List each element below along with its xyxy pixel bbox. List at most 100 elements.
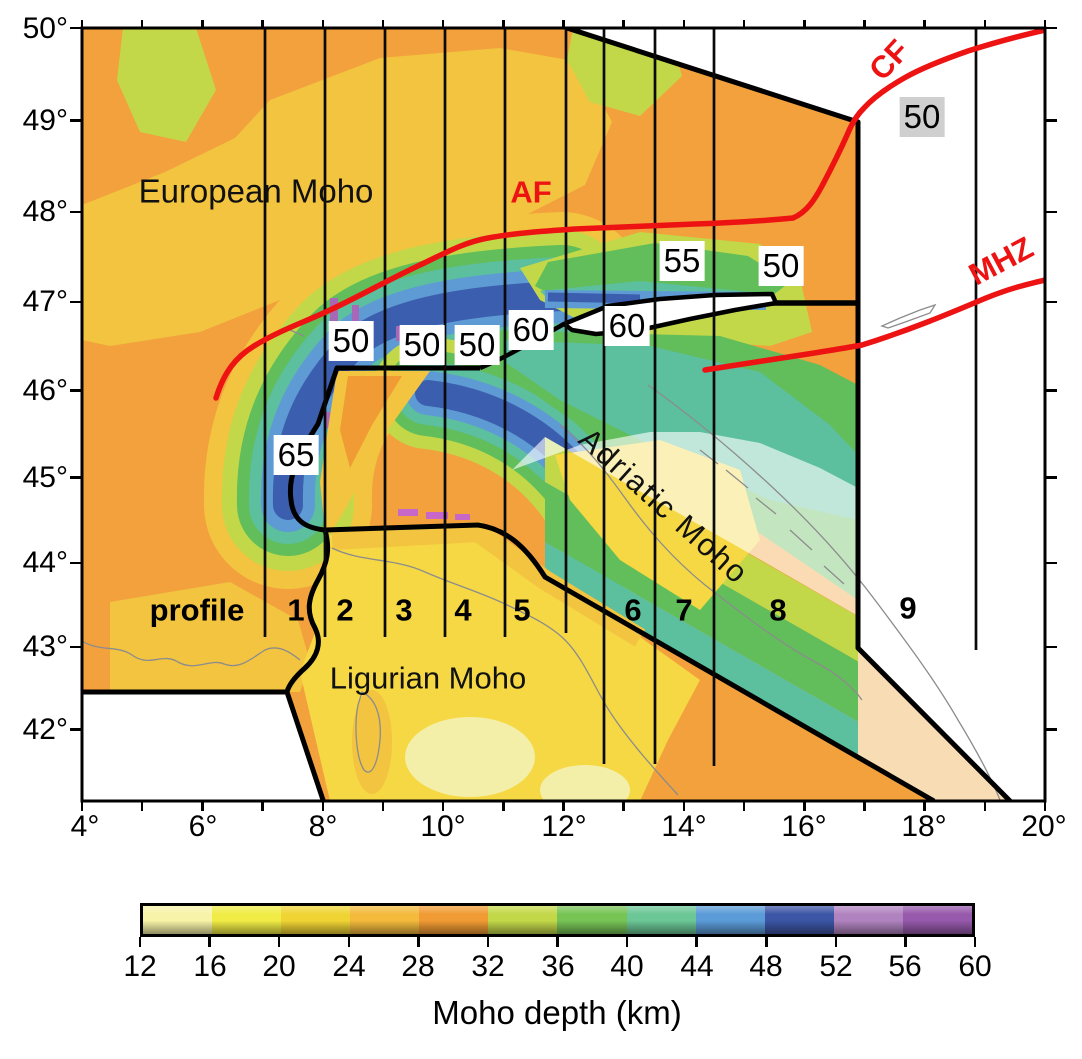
lat-label-43: 43°: [22, 630, 68, 663]
colorbar-tick-mark: [625, 937, 629, 947]
mhz-fault-line: [702, 277, 1045, 373]
x-axis-tick: [1043, 801, 1047, 811]
x-axis-tick: [201, 801, 204, 811]
y-axis-tick: [70, 389, 82, 392]
cf-fault-line: [790, 28, 1045, 221]
colorbar-tick-mark: [277, 937, 281, 947]
colorbar-tick-28: 28: [401, 950, 435, 983]
y-axis-tick: [70, 728, 82, 731]
x-axis-tick-top: [562, 20, 565, 28]
colorbar-cell-24-28: [350, 906, 420, 934]
colorbar-tick-20: 20: [262, 950, 296, 983]
lat-label-47: 47°: [22, 285, 68, 318]
colorbar-tick-mark: [417, 937, 420, 947]
x-axis-tick: [923, 801, 926, 811]
y-axis-tick-right: [1045, 476, 1057, 479]
y-axis-tick: [70, 645, 82, 649]
x-axis-tick-top: [441, 20, 445, 28]
contour-label-65: 65: [273, 435, 319, 475]
x-axis-tick: [140, 801, 144, 811]
colorbar-tick-mark: [556, 937, 559, 947]
colorbar-tick-mark: [695, 937, 698, 947]
lat-label-48: 48°: [22, 195, 68, 228]
x-axis-tick-top: [983, 20, 987, 28]
y-axis-tick-right: [1045, 728, 1057, 731]
ligurian-moho-label: Ligurian Moho: [329, 660, 527, 696]
colorbar-cell-40-44: [626, 906, 696, 934]
x-axis-tick: [742, 801, 746, 811]
contour-label-50-e: 50: [899, 97, 945, 137]
lon-label-14: 14°: [661, 810, 707, 843]
y-axis-tick: [70, 210, 82, 214]
y-axis-tick-right: [1045, 645, 1057, 649]
x-axis-tick: [321, 801, 325, 811]
af-fault-label: AF: [510, 174, 552, 210]
colorbar-tick-56: 56: [888, 950, 922, 983]
x-axis-tick-top: [682, 20, 686, 28]
x-axis-tick-top: [140, 20, 144, 28]
colorbar-cell-44-48: [695, 906, 765, 934]
contour-label-50-a: 50: [328, 321, 374, 361]
colorbar-tick-36: 36: [541, 950, 575, 983]
colorbar-tick-mark: [208, 937, 211, 947]
y-axis-tick: [70, 561, 82, 565]
colorbar-tick-mark: [138, 937, 142, 947]
y-axis-tick: [70, 300, 82, 304]
profile-number-8: 8: [769, 592, 787, 628]
contour-label-60-a: 60: [508, 310, 554, 350]
colorbar-tick-52: 52: [819, 950, 853, 983]
colorbar-tick-44: 44: [680, 950, 714, 983]
x-axis-tick-top: [863, 20, 866, 28]
x-axis-tick-top: [923, 20, 926, 28]
y-axis-tick-right: [1045, 210, 1057, 214]
european-moho-label: European Moho: [138, 172, 374, 210]
x-axis-tick-top: [321, 20, 325, 28]
colorbar-title: Moho depth (km): [432, 994, 682, 1031]
y-axis-tick-right: [1045, 119, 1057, 122]
lat-label-42: 42°: [22, 713, 68, 746]
x-axis-tick: [622, 801, 625, 811]
colorbar-cell-56-60: [902, 906, 973, 934]
profile-number-9: 9: [899, 590, 917, 626]
no-data-region-southwest: [82, 692, 324, 801]
profile-number-4: 4: [454, 592, 472, 628]
colorbar-cell-12-16: [143, 906, 213, 934]
profile-number-2: 2: [336, 592, 354, 628]
colorbar-cell-28-32: [419, 906, 489, 934]
x-axis-tick-top: [803, 20, 806, 28]
colorbar: [140, 903, 975, 937]
profile-caption: profile: [149, 592, 245, 628]
lon-label-4: 4°: [70, 810, 100, 843]
colorbar-tick-12: 12: [123, 950, 157, 983]
lon-label-12: 12°: [541, 810, 587, 843]
lon-label-6: 6°: [188, 810, 218, 843]
colorbar-cell-52-56: [833, 906, 903, 934]
y-axis-tick-right: [1045, 561, 1057, 565]
colorbar-cell-20-24: [281, 906, 351, 934]
colorbar-cell-16-20: [212, 906, 282, 934]
x-axis-tick: [502, 801, 505, 811]
contour-label-50-b: 50: [399, 325, 445, 365]
y-axis-tick: [70, 119, 82, 122]
lon-label-16: 16°: [781, 810, 827, 843]
x-axis-tick: [562, 801, 565, 811]
colorbar-tick-60: 60: [958, 950, 992, 983]
colorbar-tick-16: 16: [193, 950, 227, 983]
x-axis-tick: [803, 801, 806, 811]
y-axis-tick: [70, 26, 82, 30]
colorbar-tick-40: 40: [610, 950, 644, 983]
profile-number-3: 3: [395, 592, 413, 628]
y-axis-tick-right: [1045, 389, 1057, 392]
x-axis-tick: [261, 801, 264, 811]
profile-number-5: 5: [513, 592, 531, 628]
lat-label-46: 46°: [22, 374, 68, 407]
lat-label-45: 45°: [22, 461, 68, 494]
contour-label-50-d: 50: [758, 246, 804, 286]
x-axis-tick: [682, 801, 686, 811]
y-axis-tick: [70, 476, 82, 479]
moho-depth-field: [82, 28, 1045, 801]
profile-number-1: 1: [287, 592, 305, 628]
x-axis-tick: [441, 801, 445, 811]
